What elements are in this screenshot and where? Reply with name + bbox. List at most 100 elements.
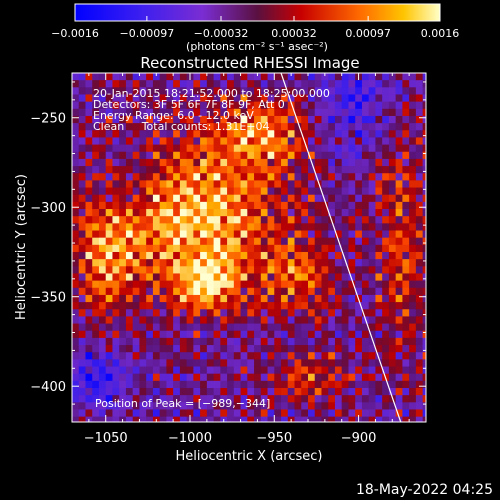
heatmap-cell [92,158,100,167]
heatmap-cell [132,73,141,81]
x-tick-label: −1050 [84,431,128,446]
heatmap-cell [321,123,329,131]
heatmap-cell [402,395,410,403]
heatmap-cell [267,251,275,260]
heatmap-cell [294,230,302,239]
heatmap-cell [254,144,262,153]
heatmap-cell [146,244,154,253]
heatmap-cell [200,130,208,139]
heatmap-cell [301,337,309,346]
heatmap-cell [328,330,336,339]
heatmap-cell [361,158,370,167]
heatmap-cell [361,87,370,96]
heatmap-cell [294,223,302,232]
heatmap-cell [186,273,194,282]
heatmap-cell [179,416,188,422]
heatmap-cell [72,173,80,181]
heatmap-cell [409,144,417,153]
heatmap-cell [193,309,201,318]
heatmap-cell [132,359,141,368]
heatmap-cell [173,115,181,124]
heatmap-cell [125,287,134,296]
heatmap-cell [200,387,208,396]
heatmap-cell [233,237,242,246]
heatmap-cell [159,373,167,382]
heatmap-cell [341,130,350,139]
heatmap-cell [132,144,141,153]
heatmap-cell [415,251,424,260]
y-tick-label: −250 [30,112,66,127]
heatmap-cell [415,380,424,389]
heatmap-cell [85,94,93,103]
heatmap-cell [254,266,262,275]
heatmap-cell [321,359,329,368]
heatmap-cell [159,130,167,139]
heatmap-cell [200,80,208,88]
heatmap-cell [139,216,147,224]
heatmap-cell [125,137,134,146]
heatmap-cell [98,173,107,181]
heatmap-cell [301,201,309,210]
heatmap-cell [233,251,242,260]
heatmap-cell [112,130,120,139]
heatmap-cell [308,244,316,253]
heatmap-cell [146,223,154,232]
heatmap-cell [314,108,323,117]
heatmap-cell [146,180,154,189]
heatmap-cell [193,380,201,389]
heatmap-cell [361,387,370,396]
heatmap-cell [294,387,302,396]
heatmap-cell [159,237,167,246]
heatmap-cell [274,173,282,181]
heatmap-cell [361,166,370,174]
heatmap-cell [159,151,167,160]
heatmap-cell [72,266,80,275]
heatmap-cell [402,87,410,96]
heatmap-cell [321,216,329,224]
heatmap-cell [112,87,120,96]
heatmap-cell [388,237,397,246]
heatmap-cell [220,87,228,96]
heatmap-cell [179,144,188,153]
heatmap-cell [112,366,120,375]
heatmap-cell [415,151,424,160]
heatmap-cell [334,330,343,339]
heatmap-cell [78,266,87,275]
heatmap-cell [375,137,383,146]
heatmap-cell [267,144,275,153]
heatmap-cell [314,259,323,267]
heatmap-cell [119,302,127,310]
heatmap-cell [415,166,424,174]
heatmap-cell [334,251,343,260]
heatmap-cell [220,73,228,81]
heatmap-cell [139,73,147,81]
heatmap-cell [287,366,296,375]
heatmap-cell [220,144,228,153]
heatmap-cell [152,115,161,124]
heatmap-cell [247,223,255,232]
heatmap-cell [402,359,410,368]
heatmap-cell [166,402,174,411]
heatmap-cell [152,395,161,403]
heatmap-cell [334,87,343,96]
heatmap-cell [186,151,194,160]
heatmap-cell [422,87,426,96]
heatmap-cell [240,330,248,339]
heatmap-cell [92,294,100,303]
heatmap-cell [415,237,424,246]
heatmap-cell [301,251,309,260]
heatmap-cell [213,380,221,389]
heatmap-cell [247,144,255,153]
heatmap-cell [294,380,302,389]
heatmap-cell [409,194,417,203]
heatmap-cell [105,223,114,232]
heatmap-cell [287,201,296,210]
heatmap-cell [200,359,208,368]
heatmap-cell [368,166,377,174]
heatmap-cell [415,137,424,146]
heatmap-cell [348,237,356,246]
heatmap-cell [78,359,87,368]
heatmap-cell [348,80,356,88]
heatmap-cell [355,337,363,346]
heatmap-cell [78,352,87,360]
